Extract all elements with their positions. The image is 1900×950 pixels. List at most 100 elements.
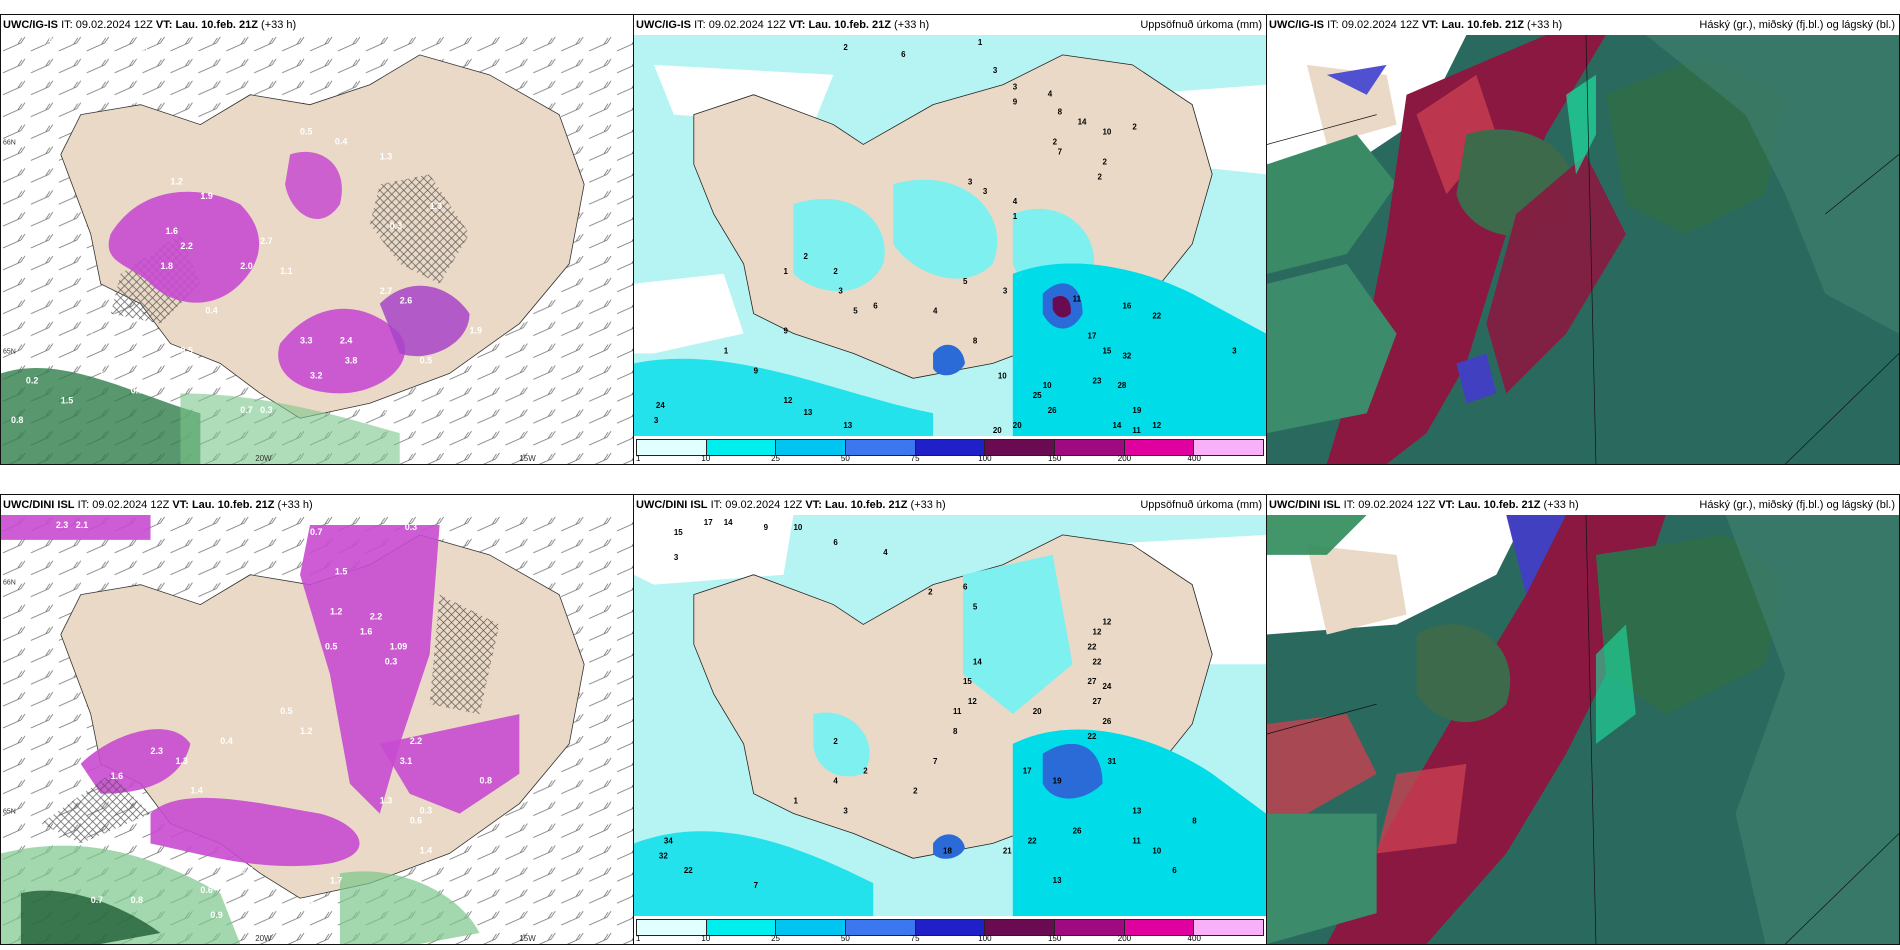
colorbar-cell bbox=[985, 440, 1056, 455]
value-label: 6 bbox=[833, 538, 838, 547]
map-title: Uppsöfnuð úrkoma (mm) bbox=[1140, 499, 1262, 511]
value-label: 0.6 bbox=[200, 885, 212, 895]
vt-value: Lau. 10.feb. 21Z bbox=[1441, 19, 1524, 31]
value-label: 1.2 bbox=[300, 726, 312, 736]
value-label: 28 bbox=[1117, 381, 1126, 390]
vt-label: VT: bbox=[1438, 499, 1455, 511]
colorbar-tick-label: 200 bbox=[1117, 454, 1132, 463]
value-label: 1.8 bbox=[160, 261, 172, 271]
value-label: 11 bbox=[1132, 426, 1141, 435]
it-label: IT: bbox=[1343, 499, 1356, 511]
value-label: 8 bbox=[1058, 108, 1063, 117]
value-label: 11 bbox=[1132, 836, 1141, 845]
value-label: 4 bbox=[1013, 197, 1018, 206]
lat-label-66n: 66N bbox=[3, 139, 16, 146]
vt-label: VT: bbox=[172, 499, 189, 511]
colorbar-tick-label: 50 bbox=[840, 454, 850, 463]
colorbar-cell bbox=[915, 920, 986, 935]
value-label: 2.7 bbox=[240, 865, 252, 875]
value-label: 20 bbox=[1033, 707, 1042, 716]
value-label: 14 bbox=[724, 518, 733, 527]
value-label: 24 bbox=[1103, 682, 1112, 691]
colorbar-cell bbox=[846, 920, 916, 935]
value-label: 3 bbox=[654, 416, 659, 425]
panel-header: UWC/DINI ISL IT: 09.02.2024 12Z VT: Lau.… bbox=[634, 495, 1266, 515]
value-label: 27 bbox=[1088, 677, 1097, 686]
colorbar-cells bbox=[636, 439, 1264, 456]
lon-label-15w: 15W bbox=[519, 934, 536, 943]
it-value: 09.02.2024 12Z bbox=[725, 499, 803, 511]
value-label: 15 bbox=[674, 528, 683, 537]
colorbar-cell bbox=[1055, 440, 1125, 455]
value-label: 26 bbox=[1073, 826, 1082, 835]
vt-label: VT: bbox=[155, 19, 173, 31]
value-label: 1.6 bbox=[111, 771, 123, 781]
panel-bottom-right: UWC/DINI ISL IT: 09.02.2024 12Z VT: Lau.… bbox=[1266, 494, 1900, 945]
value-label: 2.3 bbox=[151, 746, 163, 756]
value-label: 2 bbox=[843, 43, 848, 52]
colorbar-tick-label: 400 bbox=[1187, 934, 1201, 943]
vt-label: VT: bbox=[1421, 19, 1439, 31]
panel-top-left: UWC/IG-IS IT: 09.02.2024 12Z VT: Lau. 10… bbox=[0, 14, 634, 465]
value-label: 0.7 bbox=[310, 527, 322, 537]
map-title: Háský (gr.), miðský (fj.bl.) og lágský (… bbox=[1699, 19, 1895, 31]
colorbar-tick-label: 100 bbox=[978, 934, 992, 943]
value-label: 12 bbox=[1152, 421, 1161, 430]
value-label: 13 bbox=[803, 408, 812, 417]
value-label: 1.5 bbox=[61, 395, 73, 405]
it-value: 09.02.2024 12Z bbox=[708, 19, 786, 31]
vt-value: Lau. 10.feb. 21Z bbox=[175, 19, 258, 31]
it-label: IT: bbox=[710, 499, 723, 511]
it-label: IT: bbox=[694, 19, 706, 31]
vt-value: Lau. 10.feb. 21Z bbox=[191, 499, 275, 511]
value-label: 3 bbox=[993, 66, 998, 75]
value-label: 0.7 bbox=[270, 547, 282, 557]
value-label: 22 bbox=[1152, 312, 1161, 321]
colorbar-cell bbox=[985, 920, 1056, 935]
value-label: 22 bbox=[1088, 642, 1097, 651]
value-label: 2.7 bbox=[380, 286, 392, 296]
value-label: 2.0 bbox=[240, 261, 252, 271]
lon-label-15w: 15W bbox=[519, 454, 536, 463]
model-name: UWC/IG-IS bbox=[636, 19, 691, 31]
value-label: 3.1 bbox=[400, 756, 412, 766]
value-label: 20 bbox=[993, 426, 1002, 435]
value-label: 0.3 bbox=[420, 806, 432, 816]
value-label: 0.4 bbox=[205, 306, 217, 316]
value-label: 1.5 bbox=[335, 567, 347, 577]
model-name: UWC/IG-IS bbox=[3, 19, 58, 31]
vt-value: Lau. 10.feb. 21Z bbox=[824, 499, 908, 511]
map-cloud-cover-ig bbox=[1267, 35, 1899, 464]
panel-header: UWC/DINI ISL IT: 09.02.2024 12Z VT: Lau.… bbox=[1, 495, 633, 515]
value-label: 24 bbox=[656, 401, 665, 410]
value-label: 10 bbox=[1152, 846, 1161, 855]
value-label: 2 bbox=[1098, 172, 1103, 181]
colorbar-tick-label: 1 bbox=[636, 934, 641, 943]
value-label: 0.4 bbox=[91, 365, 103, 375]
value-label: 1 bbox=[978, 38, 983, 47]
value-label: 2.6 bbox=[400, 296, 412, 306]
value-label: 9 bbox=[764, 523, 769, 532]
value-label: 2 bbox=[833, 737, 838, 746]
value-label: 0.5 bbox=[41, 37, 53, 47]
it-value: 09.02.2024 12Z bbox=[75, 19, 153, 31]
value-label: 32 bbox=[1122, 351, 1131, 360]
value-label: 22 bbox=[684, 866, 693, 875]
lead-time: (+33 h) bbox=[1543, 499, 1579, 511]
colorbar-cell bbox=[706, 440, 777, 455]
value-label: 10 bbox=[998, 371, 1007, 380]
value-label: 17 bbox=[1088, 331, 1097, 340]
value-label: 0.5 bbox=[280, 706, 292, 716]
colorbar-tick-label: 400 bbox=[1187, 454, 1201, 463]
value-label: 0.7 bbox=[91, 895, 103, 905]
panel-header: UWC/IG-IS IT: 09.02.2024 12Z VT: Lau. 10… bbox=[634, 15, 1266, 35]
colorbar-cell bbox=[637, 920, 707, 935]
value-label: 18 bbox=[943, 846, 952, 855]
value-label: 0.4 bbox=[220, 736, 232, 746]
value-label: 0.7 bbox=[200, 385, 212, 395]
value-label: 7 bbox=[754, 881, 759, 890]
it-label: IT: bbox=[1327, 19, 1339, 31]
map-accum-precip-dini: 15 17 14 9 10 3 6 4 2 6 5 12 12 22 22 27 24 27 26 22 31 20 17 1… bbox=[634, 515, 1266, 916]
value-label: 5 bbox=[963, 277, 968, 286]
value-label: 6 bbox=[1172, 866, 1177, 875]
